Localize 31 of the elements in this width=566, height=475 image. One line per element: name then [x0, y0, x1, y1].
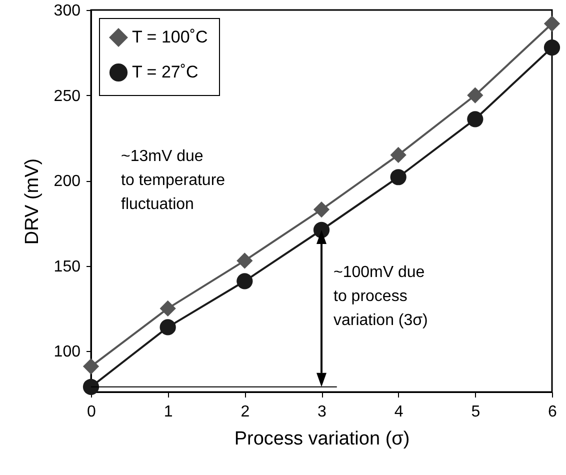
annotation: ~13mV due to temperature fluctuation [121, 148, 226, 213]
point [236, 252, 253, 269]
x-tick-label: 6 [548, 404, 558, 420]
y-tick-label: 100 [54, 344, 81, 361]
point [82, 378, 100, 395]
point [467, 111, 484, 128]
y-tick-label: 150 [54, 258, 81, 276]
legend-label: T = 100˚C [132, 28, 208, 46]
point [313, 201, 330, 218]
point [160, 319, 176, 336]
point [467, 87, 484, 104]
point [236, 273, 253, 290]
y-axis-title: DRV (mV) [22, 158, 43, 245]
point [390, 146, 406, 164]
x-axis-title: Process variation (σ) [234, 428, 410, 450]
annotation: ~100mV due to process variation (3σ) [334, 264, 428, 329]
x-tick-label: 0 [87, 404, 96, 420]
y-tick-label: 200 [54, 173, 81, 190]
y-tick-label: 300 [54, 2, 81, 20]
x-tick-label: 3 [318, 404, 327, 420]
legend-label: T = 27˚C [132, 62, 198, 82]
point [82, 358, 100, 374]
y-tick-label: 250 [54, 88, 81, 105]
point [390, 169, 406, 186]
x-tick-label: 5 [471, 404, 480, 420]
x-tick-label: 4 [394, 404, 404, 420]
point [160, 300, 176, 316]
point [544, 39, 560, 56]
x-tick-label: 2 [240, 404, 250, 420]
x-tick-label: 1 [164, 404, 173, 420]
point [544, 16, 560, 32]
